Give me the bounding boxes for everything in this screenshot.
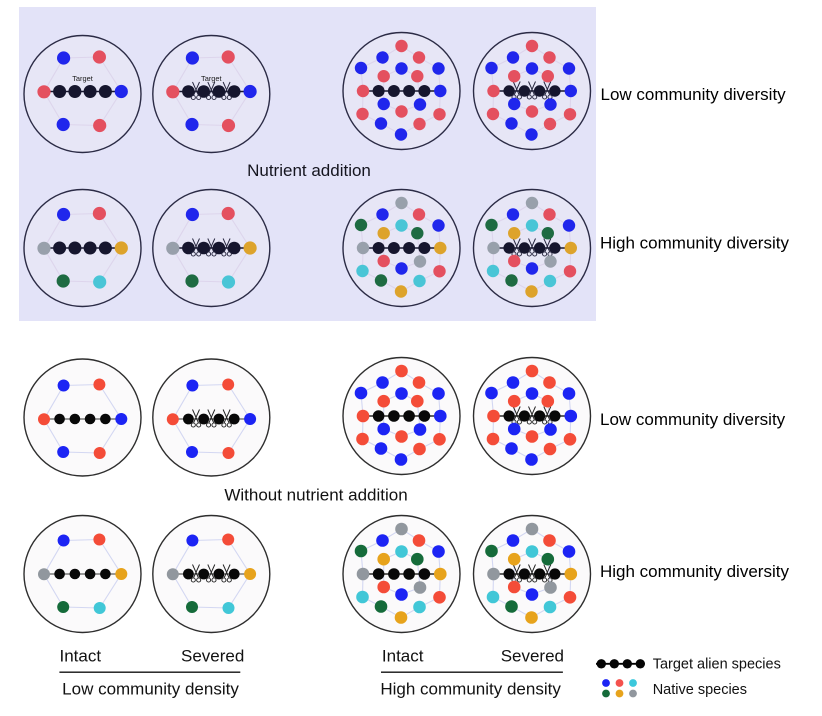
svg-text:Intact: Intact [60, 647, 102, 666]
svg-text:Native species: Native species [653, 682, 747, 698]
svg-text:Target alien species: Target alien species [653, 656, 781, 672]
svg-text:Target: Target [201, 74, 222, 83]
svg-text:High community density: High community density [380, 680, 561, 699]
svg-text:Intact: Intact [382, 647, 424, 666]
svg-text:Low community diversity: Low community diversity [600, 410, 786, 429]
svg-text:Low community density: Low community density [62, 680, 239, 699]
svg-text:Without nutrient addition: Without nutrient addition [224, 486, 407, 505]
svg-text:Severed: Severed [181, 647, 244, 666]
svg-text:High community diversity: High community diversity [600, 234, 789, 253]
svg-text:Target: Target [72, 74, 93, 83]
svg-text:High community diversity: High community diversity [600, 562, 789, 581]
svg-text:Low community diversity: Low community diversity [601, 85, 787, 104]
svg-text:Severed: Severed [501, 647, 564, 666]
svg-text:Nutrient addition: Nutrient addition [247, 161, 371, 180]
